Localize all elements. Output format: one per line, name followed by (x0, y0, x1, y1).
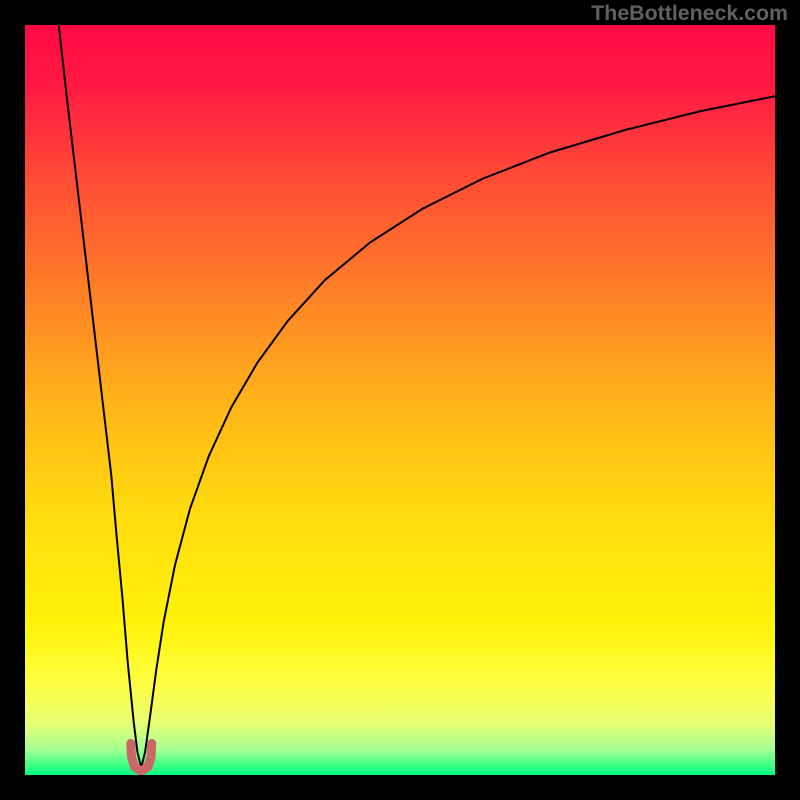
chart-stage: TheBottleneck.com (0, 0, 800, 800)
plot-background (25, 25, 775, 775)
watermark-text: TheBottleneck.com (591, 1, 788, 26)
plot-area (25, 25, 775, 775)
